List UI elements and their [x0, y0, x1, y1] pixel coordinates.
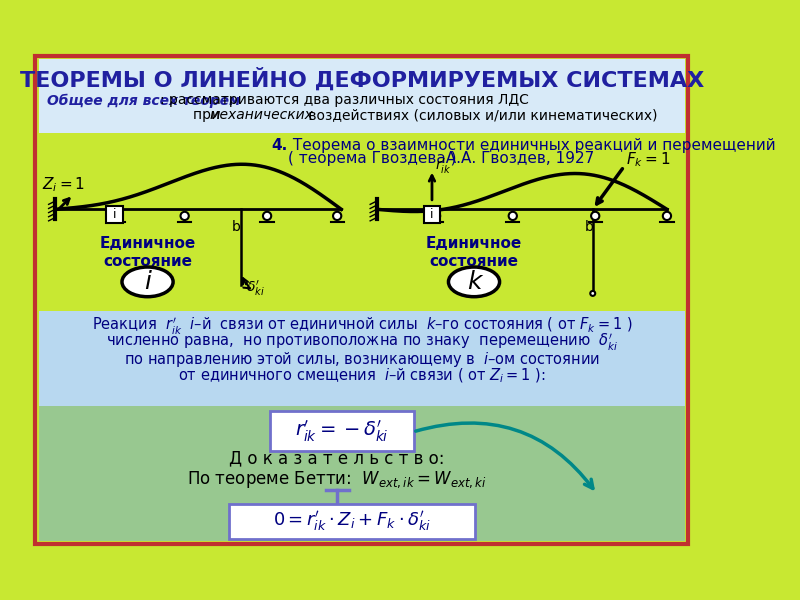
Text: Теорема о взаимности единичных реакций и перемещений: Теорема о взаимности единичных реакций и…	[288, 137, 775, 152]
Text: Единичное
состояние: Единичное состояние	[426, 236, 522, 269]
FancyBboxPatch shape	[35, 56, 688, 544]
Text: ТЕОРЕМЫ О ЛИНЕЙНО ДЕФОРМИРУЕМЫХ СИСТЕМАХ: ТЕОРЕМЫ О ЛИНЕЙНО ДЕФОРМИРУЕМЫХ СИСТЕМАХ	[20, 67, 704, 91]
Ellipse shape	[449, 267, 499, 297]
Text: $r^{\prime}_{ik} = -\delta^{\prime}_{ki}$: $r^{\prime}_{ik} = -\delta^{\prime}_{ki}…	[295, 418, 389, 444]
Text: $\delta^{\prime}_{ki}$: $\delta^{\prime}_{ki}$	[246, 279, 266, 298]
FancyBboxPatch shape	[38, 406, 685, 541]
Text: i: i	[113, 208, 116, 221]
Circle shape	[663, 212, 671, 220]
Text: k: k	[466, 270, 482, 294]
Text: $0 = r^{\prime}_{ik} \cdot Z_i + F_k \cdot \delta^{\prime}_{ki}$: $0 = r^{\prime}_{ik} \cdot Z_i + F_k \cd…	[273, 510, 431, 534]
Text: численно равна,  но противоположна по знаку  перемещению  $\delta^{\prime}_{ki}$: численно равна, но противоположна по зна…	[106, 332, 618, 353]
Text: ( теорема Гвоздева ): ( теорема Гвоздева )	[288, 151, 456, 166]
Text: b: b	[232, 220, 241, 235]
Text: 4.: 4.	[271, 137, 287, 152]
Circle shape	[432, 212, 440, 220]
Text: воздействиях (силовых и/или кинематических): воздействиях (силовых и/или кинематическ…	[304, 109, 658, 122]
Circle shape	[181, 212, 189, 220]
Circle shape	[263, 212, 271, 220]
FancyBboxPatch shape	[38, 311, 685, 406]
Circle shape	[591, 212, 599, 220]
FancyBboxPatch shape	[229, 505, 475, 539]
Text: $Z_i=1$: $Z_i=1$	[42, 175, 85, 194]
Text: Единичное
состояние: Единичное состояние	[99, 236, 196, 269]
Text: Реакция  $r^{\prime}_{ik}$  $i$–й  связи от единичной силы  $k$–го состояния ( о: Реакция $r^{\prime}_{ik}$ $i$–й связи от…	[92, 316, 632, 337]
FancyBboxPatch shape	[38, 133, 685, 311]
FancyBboxPatch shape	[106, 206, 123, 223]
Text: i: i	[430, 208, 434, 221]
Text: механических: механических	[210, 109, 314, 122]
Text: при: при	[193, 109, 224, 122]
Circle shape	[590, 291, 595, 296]
FancyBboxPatch shape	[424, 206, 440, 223]
Text: А.А. Гвоздев, 1927: А.А. Гвоздев, 1927	[436, 151, 594, 166]
Text: $r^{\prime}_{ik}$: $r^{\prime}_{ik}$	[435, 157, 452, 176]
FancyBboxPatch shape	[38, 59, 685, 133]
FancyBboxPatch shape	[270, 411, 414, 451]
Ellipse shape	[122, 267, 173, 297]
Text: Д о к а з а т е л ь с т в о:: Д о к а з а т е л ь с т в о:	[230, 449, 445, 467]
Text: i: i	[144, 270, 151, 294]
Circle shape	[509, 212, 517, 220]
Text: По теореме Бетти:  $W_{ext,ik} = W_{ext,ki}$: По теореме Бетти: $W_{ext,ik} = W_{ext,k…	[187, 469, 487, 490]
Text: по направлению этой силы, возникающему в  $i$–ом состоянии: по направлению этой силы, возникающему в…	[124, 350, 600, 369]
FancyArrowPatch shape	[416, 423, 593, 488]
Text: : рассматриваются два различных состояния ЛДС: : рассматриваются два различных состояни…	[160, 94, 529, 107]
Text: b: b	[585, 220, 594, 235]
Text: $F_k=1$: $F_k=1$	[626, 151, 670, 169]
Circle shape	[114, 212, 123, 220]
Circle shape	[333, 212, 342, 220]
Text: от единичного смещения  $i$–й связи ( от $Z_i = 1$ ):: от единичного смещения $i$–й связи ( от …	[178, 367, 546, 385]
Text: Общее для всех теорем: Общее для всех теорем	[47, 94, 240, 107]
